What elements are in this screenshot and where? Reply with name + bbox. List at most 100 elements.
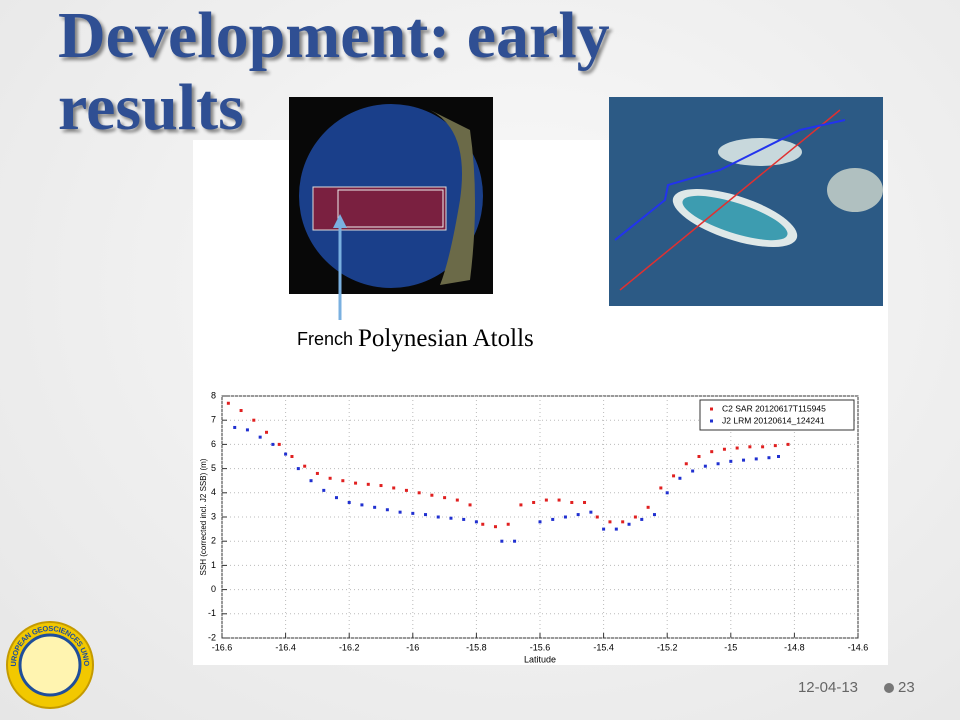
point	[722, 447, 726, 451]
point	[652, 513, 656, 517]
point	[226, 401, 230, 405]
point	[449, 516, 453, 520]
y-tick-label: 6	[211, 439, 216, 449]
point	[773, 444, 777, 448]
lagoon	[682, 195, 788, 241]
point	[678, 476, 682, 480]
point	[519, 503, 523, 507]
point	[557, 498, 561, 502]
arrow-head	[333, 214, 347, 228]
point	[621, 520, 625, 524]
point	[697, 455, 701, 458]
atoll	[827, 168, 883, 212]
region-box	[337, 189, 444, 228]
point	[777, 455, 780, 458]
image-caption: French Polynesian Atolls	[297, 325, 534, 352]
point	[729, 459, 733, 463]
point	[493, 525, 497, 529]
point	[455, 498, 459, 502]
point	[296, 467, 300, 471]
point	[436, 515, 440, 519]
point	[640, 517, 644, 521]
point	[474, 520, 478, 524]
point	[646, 505, 650, 509]
point	[360, 503, 364, 507]
point	[563, 515, 567, 519]
point	[672, 474, 676, 478]
legend-marker	[710, 407, 713, 411]
legend-box	[699, 399, 855, 431]
footer-date: 12-04-13	[798, 679, 858, 696]
x-tick-label: -15	[724, 642, 737, 652]
x-tick-label: -16.6	[212, 642, 233, 652]
region-box	[312, 186, 447, 231]
point	[354, 481, 358, 485]
y-tick-label: 1	[211, 560, 216, 570]
track-line	[614, 119, 846, 241]
point	[265, 430, 269, 434]
point	[424, 513, 428, 517]
point	[404, 488, 408, 492]
point	[245, 428, 249, 432]
point	[290, 455, 294, 458]
y-axis-label: SSH (corrected incl. J2 SSB) (m)	[199, 458, 208, 575]
point	[659, 486, 663, 490]
caption-part: French	[297, 329, 353, 349]
x-tick-label: -15.2	[657, 642, 678, 652]
y-tick-label: 2	[211, 536, 216, 546]
point	[513, 539, 517, 543]
point	[576, 513, 580, 517]
y-tick-label: 3	[211, 511, 216, 521]
legend-label: J2 LRM 20120614_124241	[722, 415, 825, 425]
logo-inner	[18, 633, 82, 697]
y-tick-label: 7	[211, 415, 216, 425]
point	[468, 503, 472, 507]
point	[303, 464, 307, 468]
point	[239, 409, 243, 413]
footer-page: 23	[898, 679, 915, 696]
point	[284, 452, 288, 456]
point	[233, 425, 237, 429]
point	[742, 458, 746, 462]
x-tick-label: -14.8	[784, 642, 805, 652]
point	[258, 435, 262, 439]
y-tick-label: 8	[211, 390, 216, 400]
point	[684, 462, 688, 466]
point	[538, 520, 542, 524]
point	[328, 476, 332, 480]
x-tick-label: -15.8	[466, 642, 487, 652]
point	[583, 500, 587, 504]
point	[277, 442, 281, 446]
x-tick-label: -14.6	[848, 642, 869, 652]
point	[716, 462, 720, 466]
caption-part: Polynesian Atolls	[358, 325, 534, 352]
point	[347, 500, 351, 504]
point	[665, 491, 669, 495]
point	[430, 493, 434, 497]
point	[786, 442, 790, 446]
point	[500, 539, 504, 543]
y-tick-label: 0	[211, 584, 216, 594]
point	[602, 527, 606, 531]
point	[627, 522, 631, 526]
point	[366, 482, 370, 486]
y-tick-label: -2	[208, 632, 216, 642]
continent	[430, 110, 475, 285]
x-tick-label: -16.4	[275, 642, 296, 652]
point	[614, 527, 618, 531]
point	[754, 457, 758, 461]
track-line	[619, 109, 841, 291]
point	[252, 418, 256, 422]
point	[411, 511, 415, 515]
x-tick-label: -16.2	[339, 642, 360, 652]
point	[551, 517, 555, 521]
x-tick-label: -15.6	[530, 642, 551, 652]
point	[589, 510, 593, 514]
point	[735, 446, 739, 450]
legend-label: C2 SAR 20120617T115945	[722, 403, 826, 413]
point	[748, 445, 752, 449]
point	[392, 486, 396, 490]
point	[417, 491, 421, 495]
point	[710, 450, 714, 454]
